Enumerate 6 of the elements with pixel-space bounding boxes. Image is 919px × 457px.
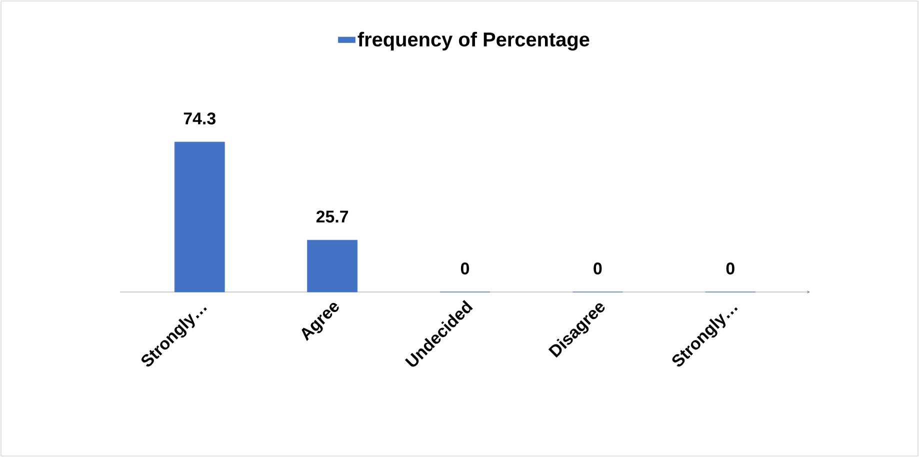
data-label: 0 <box>594 262 602 274</box>
data-label: 25.7 <box>316 210 348 223</box>
data-label: 0 <box>726 262 734 274</box>
data-label: 0 <box>460 262 470 274</box>
legend-label: frequency of Percentage <box>358 32 590 51</box>
data-label: 74.3 <box>184 112 216 124</box>
